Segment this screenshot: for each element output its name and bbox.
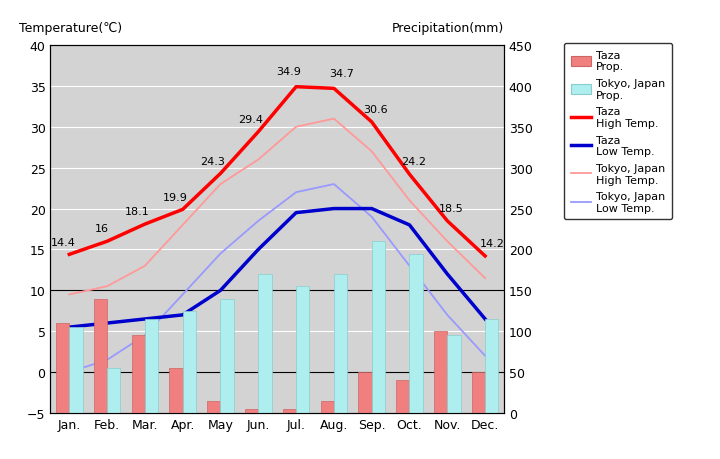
Text: 24.2: 24.2	[401, 157, 426, 167]
Bar	[207, 401, 220, 413]
Bar	[396, 381, 410, 413]
Text: 29.4: 29.4	[238, 115, 264, 124]
Text: 16: 16	[94, 224, 109, 234]
Text: 18.5: 18.5	[438, 203, 464, 213]
Text: Precipitation(mm): Precipitation(mm)	[392, 22, 504, 35]
Text: Temperature(℃): Temperature(℃)	[19, 22, 122, 35]
Bar	[334, 274, 347, 413]
Bar	[132, 336, 145, 413]
Bar	[258, 274, 271, 413]
Legend: Taza
Prop., Tokyo, Japan
Prop., Taza
High Temp., Taza
Low Temp., Tokyo, Japan
Hi: Taza Prop., Tokyo, Japan Prop., Taza Hig…	[564, 44, 672, 220]
Bar	[434, 331, 447, 413]
Bar	[245, 409, 258, 413]
Bar	[69, 327, 83, 413]
Text: 14.4: 14.4	[51, 237, 76, 247]
Text: 30.6: 30.6	[363, 105, 388, 115]
Bar	[447, 336, 461, 413]
Bar	[410, 254, 423, 413]
Bar	[320, 401, 334, 413]
Text: 24.3: 24.3	[200, 156, 225, 166]
Bar	[183, 311, 196, 413]
Bar	[283, 409, 296, 413]
Bar	[94, 299, 107, 413]
Bar	[296, 286, 310, 413]
Text: 18.1: 18.1	[125, 207, 150, 217]
Bar	[220, 299, 234, 413]
Bar	[485, 319, 498, 413]
Bar	[472, 372, 485, 413]
Bar	[359, 372, 372, 413]
Bar	[145, 319, 158, 413]
Bar	[107, 368, 120, 413]
Text: 19.9: 19.9	[163, 192, 188, 202]
Text: 34.9: 34.9	[276, 67, 301, 77]
Bar	[56, 323, 69, 413]
Text: 14.2: 14.2	[480, 239, 505, 249]
Text: 34.7: 34.7	[329, 69, 354, 79]
Bar	[372, 242, 385, 413]
Bar	[169, 368, 183, 413]
